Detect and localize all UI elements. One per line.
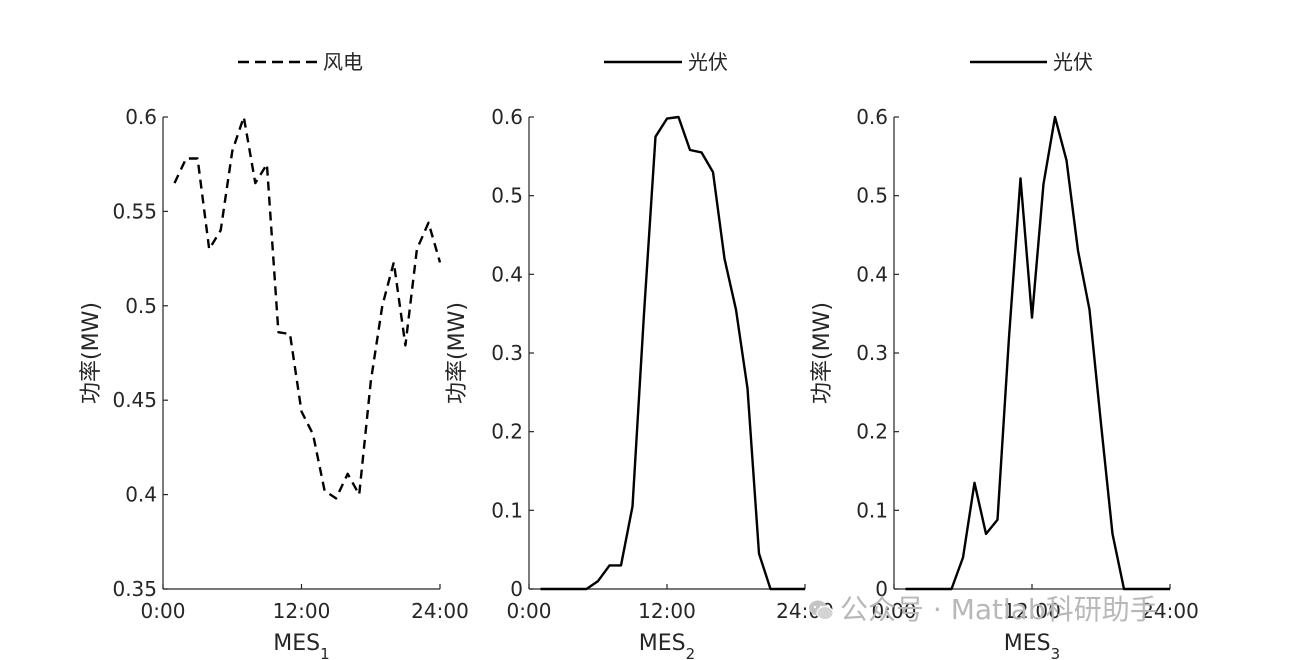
y-axis-title: 功率(MW) [79,302,104,404]
y-tick-label: 0.2 [856,420,888,444]
y-tick-label: 0.3 [491,341,523,365]
y-tick-label: 0.3 [856,341,888,365]
y-tick-label: 0.6 [491,105,523,129]
y-tick-label: 0.1 [856,498,888,522]
chart-3: 0 0.1 0.2 0.3 0.4 0.5 0.6 0:00 12:00 24:00 MES3 功率(… [810,50,1199,660]
x-tick-label: 24:00 [1141,599,1199,623]
y-tick-label: 0.6 [856,105,888,129]
x-axis-title: MES1 [273,631,329,660]
legend-label: 光伏 [1053,50,1093,74]
x-axis-title: MES3 [1004,631,1060,660]
y-tick-label: 0.4 [856,262,888,286]
y-tick-label: 0.6 [125,105,157,129]
y-tick-label: 0.2 [491,420,523,444]
y-tick-label: 0.35 [112,577,157,601]
x-tick-label: 0:00 [872,599,917,623]
legend-label: 风电 [323,50,363,74]
y-axis-title: 功率(MW) [445,302,470,404]
y-tick-label: 0.1 [491,498,523,522]
chart-1: 0.35 0.4 0.45 0.5 0.55 0.6 0:00 12:00 24:00 MES1 功… [79,50,469,660]
series-line [540,115,805,591]
series-line [173,115,442,500]
x-tick-label: 12:00 [1003,599,1061,623]
x-tick-label: 12:00 [273,599,331,623]
y-tick-label: 0.4 [491,262,523,286]
y-tick-label: 0.5 [856,184,888,208]
y-tick-label: 0 [510,577,523,601]
chart-2: 0 0.1 0.2 0.3 0.4 0.5 0.6 0:00 12:00 24:00 MES2 功率(… [445,50,834,660]
y-tick-label: 0.5 [491,184,523,208]
y-axis-title: 功率(MW) [810,302,835,404]
x-axis-title: MES2 [639,631,695,660]
y-tick-label: 0 [875,577,888,601]
y-tick-label: 0.55 [112,199,157,223]
y-tick-label: 0.45 [112,388,157,412]
y-tick-label: 0.5 [125,294,157,318]
x-tick-label: 0:00 [507,599,552,623]
x-tick-label: 12:00 [638,599,696,623]
y-tick-label: 0.4 [125,483,157,507]
series-line [905,115,1170,591]
x-tick-label: 0:00 [141,599,186,623]
x-tick-label: 24:00 [776,599,834,623]
x-tick-label: 24:00 [411,599,469,623]
legend-label: 光伏 [688,50,728,74]
